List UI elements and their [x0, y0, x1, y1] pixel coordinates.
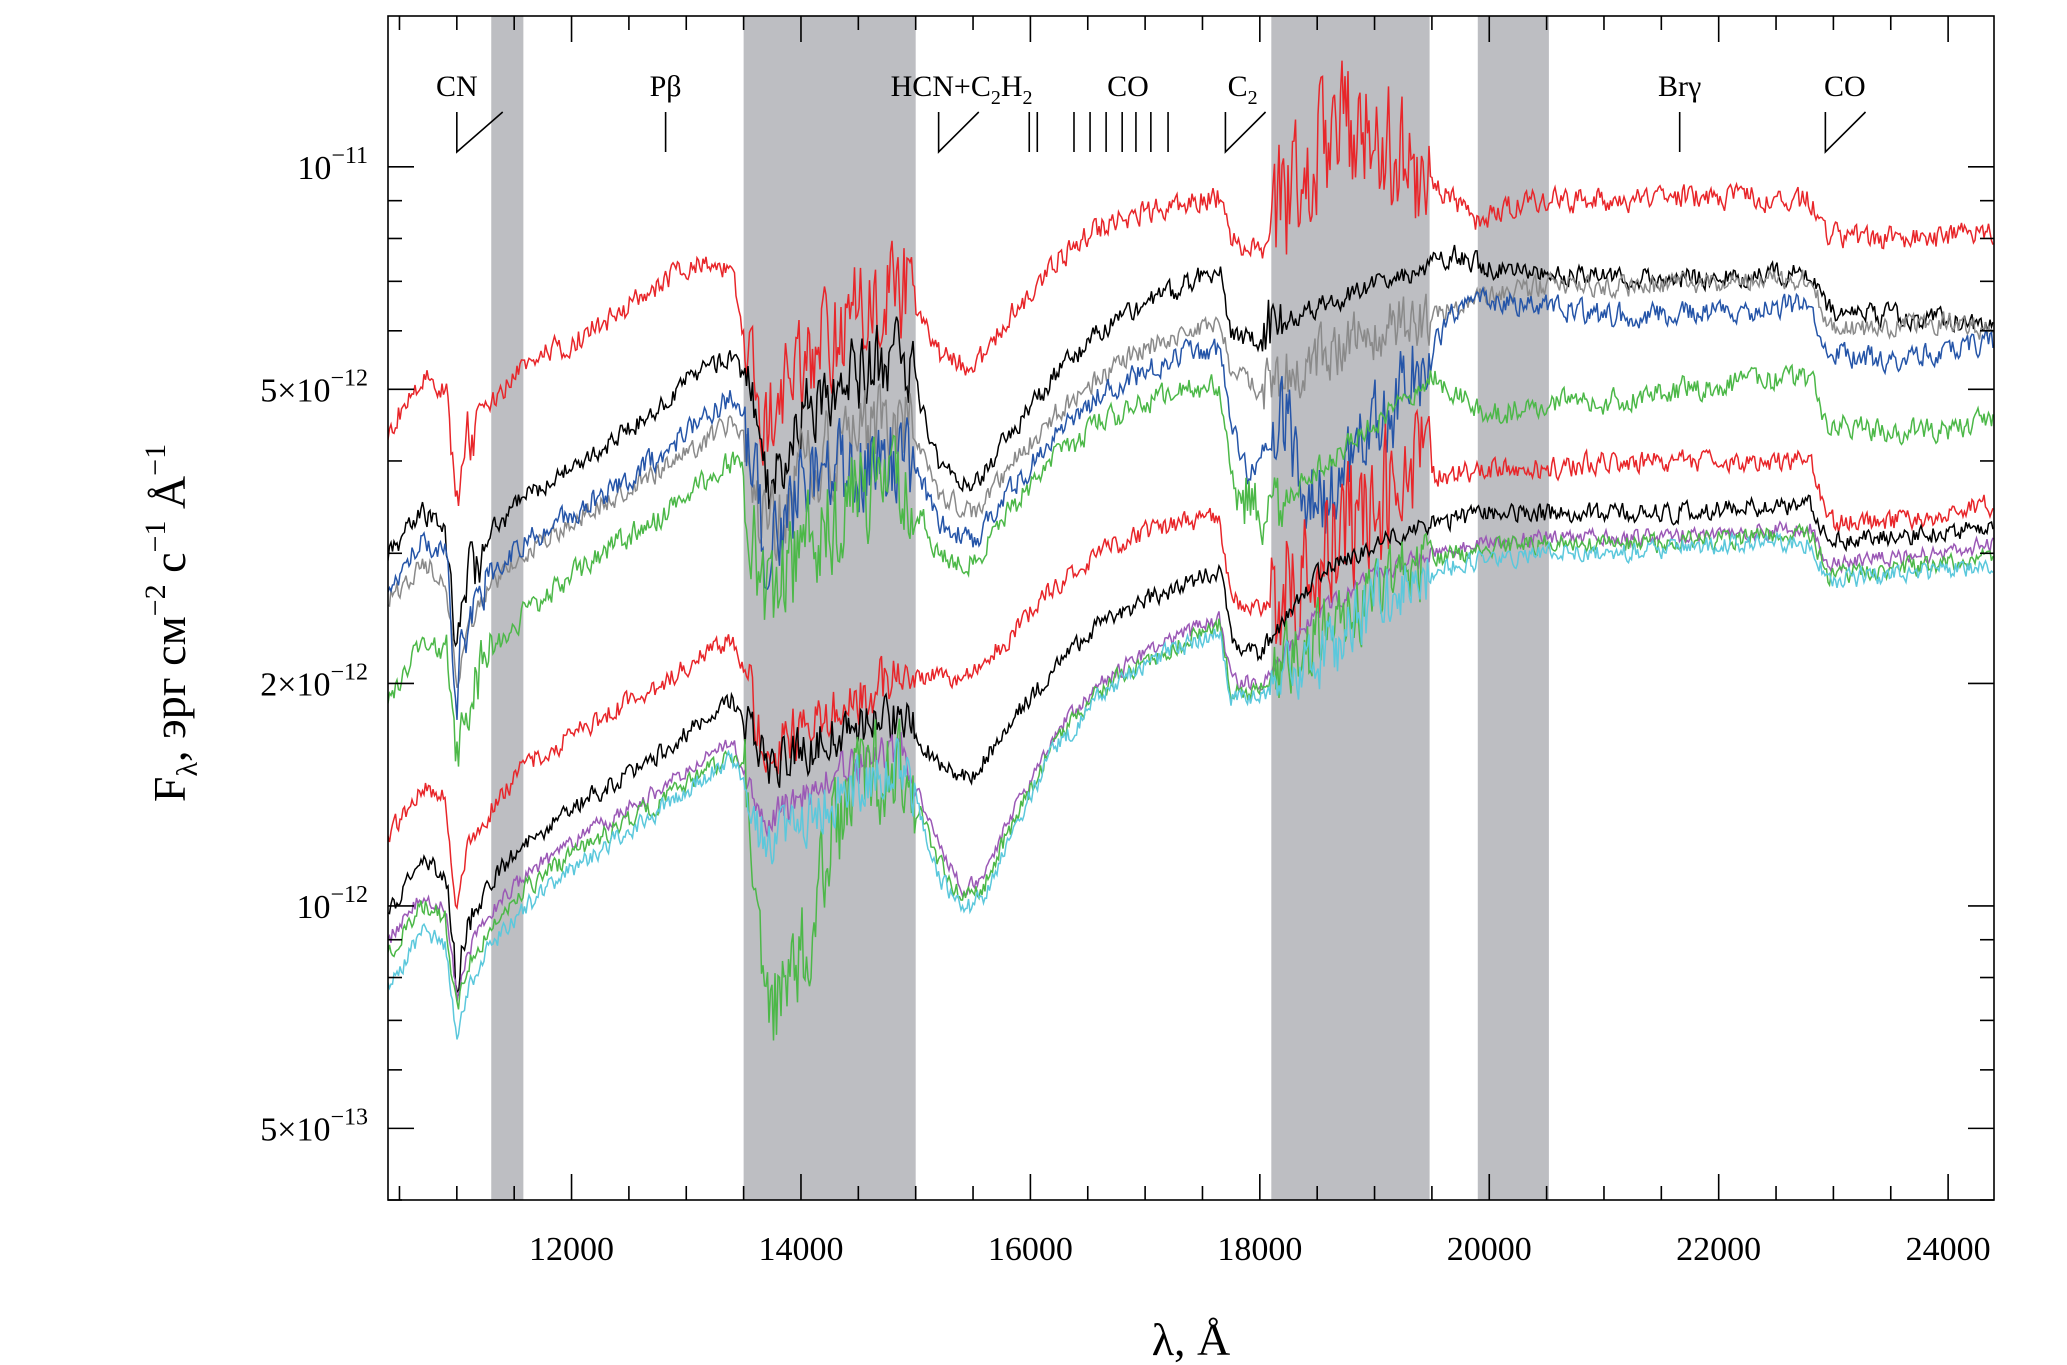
- feature-label: CO: [1107, 70, 1149, 103]
- series-blue: [388, 285, 1994, 720]
- series-red-upper: [388, 60, 1994, 506]
- feature-label: Brγ: [1658, 70, 1701, 103]
- series-black-lower: [388, 494, 1994, 997]
- series-black-upper: [388, 244, 1994, 648]
- feature-markers: CN Pβ HCN+C2H2 CO C2 Brγ CO: [436, 70, 1867, 154]
- series-green-upper: [388, 363, 1994, 767]
- feature-label: C2: [1228, 70, 1258, 109]
- x-tick-label: 12000: [529, 1231, 614, 1268]
- series-gray: [388, 268, 1994, 689]
- y-axis-title: Fλ, эрг см−2 с−1 Å−1: [139, 444, 204, 802]
- spectra-series: [388, 60, 1994, 1041]
- feature-co: CO: [1824, 70, 1867, 154]
- feature-label: HCN+C2H2: [891, 70, 1033, 109]
- x-tick-label: 16000: [988, 1231, 1073, 1268]
- x-tick-label: 14000: [758, 1231, 843, 1268]
- series-purple: [388, 520, 1994, 1002]
- x-tick-label: 18000: [1217, 1231, 1302, 1268]
- feature-band-mark: [937, 111, 980, 154]
- series-cyan: [388, 530, 1994, 1040]
- y-axis-units-exp1: −2: [139, 584, 172, 616]
- x-axis-title: λ, Å: [1152, 1314, 1231, 1365]
- y-axis-units: , эрг см: [144, 616, 195, 762]
- y-tick-labels: 10−11 5×10−12 2×10−12 10−12 5×10−13: [260, 143, 368, 1149]
- shaded-band: [1477, 16, 1549, 1200]
- x-tick-labels: 12000 14000 16000 18000 20000 22000 24000: [529, 1231, 1991, 1268]
- telluric-shaded-regions: [491, 16, 1549, 1200]
- y-axis-subscript: λ: [171, 762, 204, 777]
- x-tick-label: 22000: [1676, 1231, 1761, 1268]
- plot-frame: [387, 15, 1995, 1201]
- feature-co: CO: [1028, 70, 1169, 152]
- feature-hcnc: HCN+C2H2: [891, 70, 1033, 154]
- y-tick-label: 10−11: [297, 143, 368, 187]
- feature-band-mark: [1224, 111, 1267, 154]
- feature-band-mark: [1824, 111, 1867, 154]
- feature-label: Pβ: [650, 70, 682, 103]
- y-tick-label: 5×10−13: [260, 1104, 368, 1148]
- feature-label: CO: [1824, 70, 1866, 103]
- y-axis-units-exp3: −1: [139, 444, 172, 476]
- feature-p: Pβ: [650, 70, 682, 152]
- axis-ticks: [388, 16, 1994, 1201]
- feature-label: CN: [436, 70, 478, 103]
- shaded-band: [491, 16, 524, 1200]
- feature-cn: CN: [436, 70, 504, 154]
- y-axis-units-exp2: −1: [139, 521, 172, 553]
- y-axis-units-end: Å: [144, 476, 195, 521]
- y-axis-units-mid: с: [144, 552, 195, 584]
- y-tick-label: 2×10−12: [260, 659, 368, 703]
- svg-text:Fλ, эрг см−2 с−1 Å−1: Fλ, эрг см−2 с−1 Å−1: [139, 444, 204, 802]
- y-tick-label: 10−12: [296, 882, 368, 926]
- x-tick-label: 20000: [1447, 1231, 1532, 1268]
- x-tick-label: 24000: [1906, 1231, 1991, 1268]
- feature-band-mark: [456, 111, 504, 154]
- y-axis-symbol: F: [144, 777, 195, 803]
- y-tick-label: 5×10−12: [260, 365, 368, 409]
- feature-c: C2: [1224, 70, 1267, 154]
- series-red-lower: [388, 408, 1994, 910]
- feature-br: Brγ: [1658, 70, 1701, 152]
